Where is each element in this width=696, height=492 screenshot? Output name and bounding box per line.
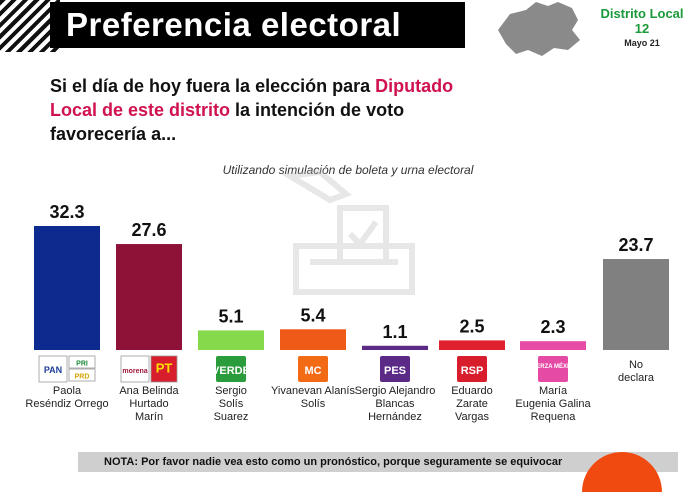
footer-note-bar: NOTA: Por favor nadie vea esto como un p… — [78, 452, 678, 472]
data-label-5: 1.1 — [382, 322, 407, 342]
district-number: 12 — [634, 21, 650, 36]
party-logo-5 — [380, 356, 410, 382]
chart-subtitle: Utilizando simulación de boleta y urna e… — [222, 163, 474, 177]
category-label-2: Ana Belinda Hurtado Marín — [119, 385, 179, 423]
category-label-5: Sergio Alejandro Blancas Hernández — [355, 385, 436, 423]
category-label-4: Yivanevan Alanís Solís — [271, 385, 355, 410]
bar-3 — [198, 330, 264, 350]
question-part2: la intención de voto favorecería a... — [50, 100, 405, 144]
party-logo-4 — [298, 356, 328, 382]
category-label-3: Sergio Solís Suarez — [214, 385, 249, 423]
data-label-7: 2.3 — [540, 317, 565, 337]
data-label-4: 5.4 — [300, 305, 325, 325]
party-logo-2-extra-1 — [150, 355, 178, 383]
district-info: Distrito Local 12 Mayo 21 — [592, 6, 692, 48]
data-label-6: 2.5 — [459, 316, 484, 336]
party-logo-text-1: PAN — [44, 365, 62, 375]
party-logo-2-extra-text-1: PT — [156, 361, 173, 376]
footer-note: NOTA: Por favor nadie vea esto como un p… — [104, 456, 563, 468]
party-logo-6 — [457, 356, 487, 382]
bar-8 — [603, 259, 669, 350]
party-logo-1-extra-2 — [68, 368, 96, 382]
party-logo-text-4: MC — [304, 365, 321, 377]
district-name: Distrito Local — [600, 6, 684, 21]
party-logo-3 — [216, 356, 246, 382]
party-logo-text-3: VERDE — [212, 365, 250, 377]
category-label-7: María Eugenia Galina Requena — [515, 385, 591, 423]
district-date: Mayo 21 — [624, 38, 660, 48]
bar-1 — [34, 226, 100, 350]
bar-4 — [280, 329, 346, 350]
data-label-8: 23.7 — [618, 235, 653, 255]
category-label-1: Paola Reséndiz Orrego — [25, 385, 108, 410]
party-logo-text-7: FUERZA MÉXICO — [528, 362, 578, 370]
bar-7 — [520, 341, 586, 350]
bar-6 — [439, 340, 505, 350]
party-logo-1-extra-1 — [68, 355, 96, 369]
party-logo-1-extra-text-2: PRD — [75, 374, 90, 381]
data-label-2: 27.6 — [131, 220, 166, 240]
data-label-1: 32.3 — [49, 202, 84, 222]
question-part1: Si el día de hoy fuera la elección para — [50, 76, 376, 96]
category-label-6: Eduardo Zarate Vargas — [451, 385, 493, 423]
page-title: Preferencia electoral — [66, 6, 402, 43]
party-logo-7 — [538, 356, 568, 382]
header-title-bar — [50, 2, 465, 48]
question-text: Si el día de hoy fuera la elección para … — [50, 74, 490, 146]
category-label-8: No declara — [618, 359, 655, 384]
header-banner: Preferencia electoral — [0, 0, 480, 52]
ballot-box-watermark-icon — [281, 168, 415, 295]
bar-5 — [362, 345, 428, 350]
bar-2 — [116, 244, 182, 350]
party-logo-text-6: RSP — [461, 365, 484, 377]
party-logo-1-extra-text-1: PRI — [76, 361, 88, 368]
party-logo-2 — [120, 355, 150, 383]
party-logo-text-5: PES — [384, 365, 406, 377]
question-highlight: Diputado Local de este distrito — [50, 76, 454, 120]
jalisco-map-icon — [498, 2, 580, 56]
data-label-3: 5.1 — [218, 306, 243, 326]
bar-chart: 32.3 PAN PRI PRD Paola Reséndiz Orrego 27.6 mor… — [25, 168, 669, 423]
party-logo-1 — [38, 355, 68, 383]
party-logo-text-2: morena — [122, 368, 147, 375]
